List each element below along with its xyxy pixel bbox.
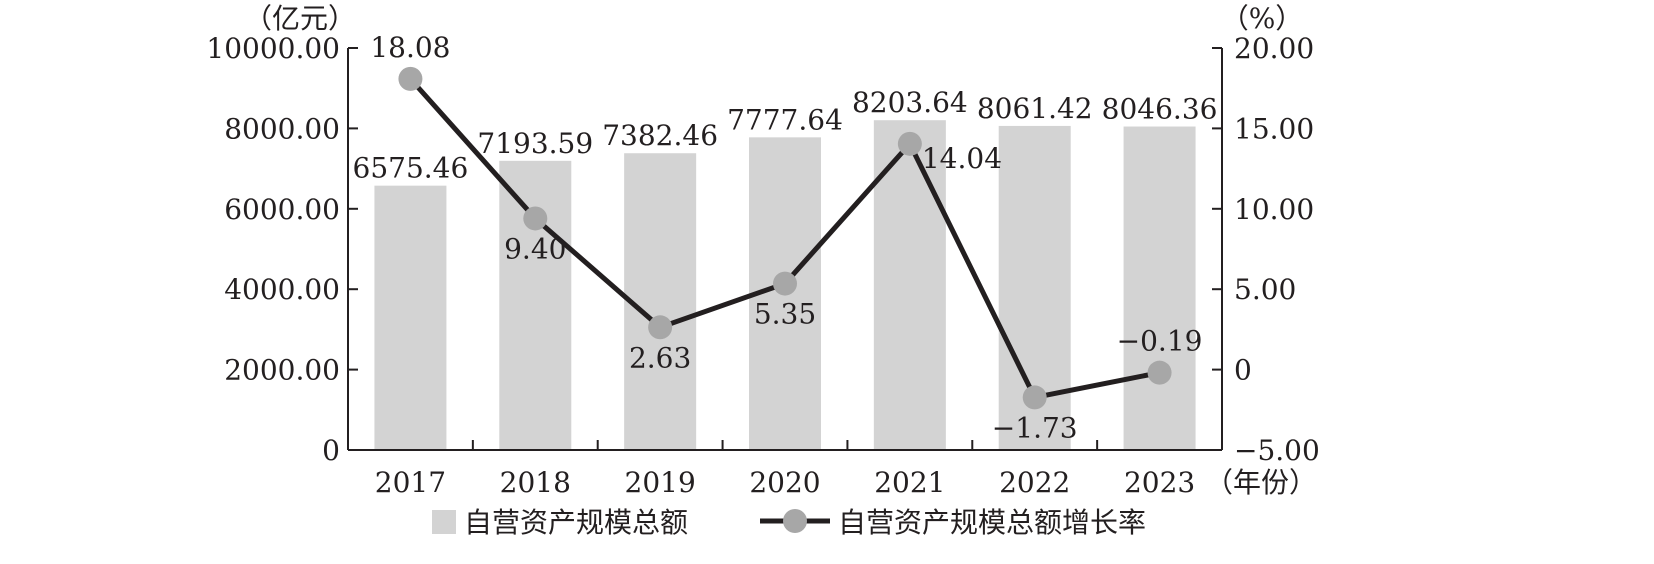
right-axis-tick-label: −5.00 <box>1234 434 1320 467</box>
growth-rate-label: 2.63 <box>629 341 691 374</box>
x-axis-tick-label: 2022 <box>999 466 1070 499</box>
x-axis-tick-label: 2020 <box>749 466 820 499</box>
x-axis-tick-label: 2019 <box>625 466 696 499</box>
bar <box>873 120 946 450</box>
growth-rate-marker <box>1147 360 1172 385</box>
bar-value-label: 7777.64 <box>727 103 843 136</box>
x-axis-tick-label: 2021 <box>874 466 945 499</box>
left-axis-tick-label: 0 <box>322 434 340 467</box>
legend-bar-swatch <box>432 510 456 534</box>
left-axis-tick-label: 10000.00 <box>206 32 340 65</box>
bar <box>624 153 697 451</box>
growth-rate-label: −0.19 <box>1117 325 1203 358</box>
bar-value-label: 6575.46 <box>353 152 469 185</box>
x-axis-tick-label: 2017 <box>375 466 446 499</box>
x-axis-tick-label: 2018 <box>500 466 571 499</box>
left-axis-tick-label: 2000.00 <box>224 354 340 387</box>
right-axis-tick-label: 5.00 <box>1234 273 1296 306</box>
growth-rate-marker <box>523 206 548 231</box>
growth-rate-marker <box>1022 385 1047 410</box>
bar-value-label: 8203.64 <box>852 86 968 119</box>
growth-rate-label: 18.08 <box>370 31 450 64</box>
bar <box>1123 126 1196 451</box>
left-axis-tick-label: 6000.00 <box>224 193 340 226</box>
growth-rate-marker <box>398 66 423 91</box>
growth-rate-label: 5.35 <box>754 298 816 331</box>
right-axis-tick-label: 0 <box>1234 354 1252 387</box>
right-axis-tick-label: 15.00 <box>1234 112 1314 145</box>
right-axis-tick-label: 20.00 <box>1234 32 1314 65</box>
growth-rate-label: 14.04 <box>922 142 1002 175</box>
bar <box>499 160 572 450</box>
bar-value-label: 7193.59 <box>477 127 593 160</box>
legend: 自营资产规模总额 自营资产规模总额增长率 <box>432 506 1146 539</box>
growth-rate-marker <box>773 271 797 296</box>
right-axis-unit: （%） <box>1221 2 1304 35</box>
legend-line-marker <box>783 509 807 533</box>
growth-rate-label: −1.73 <box>992 411 1078 444</box>
bar-value-label: 8061.42 <box>977 92 1093 125</box>
growth-rate-marker <box>897 131 922 156</box>
growth-rate-label: 9.40 <box>504 232 566 265</box>
right-axis-tick-label: 10.00 <box>1234 193 1314 226</box>
legend-line-label: 自营资产规模总额增长率 <box>838 506 1146 539</box>
left-axis-tick-label: 8000.00 <box>224 112 340 145</box>
left-axis-tick-label: 4000.00 <box>224 273 340 306</box>
bar <box>374 185 447 450</box>
x-axis-unit: （年份） <box>1205 466 1317 499</box>
left-axis-unit: （亿元） <box>244 2 356 35</box>
bar-value-label: 8046.36 <box>1102 93 1218 126</box>
legend-bar-label: 自营资产规模总额 <box>464 506 688 539</box>
x-axis-tick-label: 2023 <box>1124 466 1195 499</box>
growth-rate-marker <box>648 315 673 340</box>
bar-value-label: 7382.46 <box>602 119 718 152</box>
